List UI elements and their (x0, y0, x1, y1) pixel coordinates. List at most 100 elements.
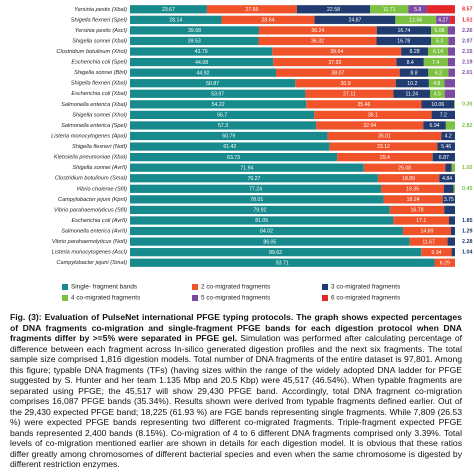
segment-value-label: 36.24 (311, 28, 324, 34)
segment-value-label: 27.66 (245, 7, 258, 13)
bar-segment (130, 237, 410, 246)
bar-segment (395, 15, 437, 24)
bar-segment (401, 47, 429, 56)
segment-value-label: 44.08 (195, 60, 208, 66)
segment-value-label: 5.8 (414, 7, 421, 13)
segment-value-label: 10.2 (407, 81, 417, 87)
legend-label: 5 co-migrated fragments (201, 295, 270, 302)
bar-segment (130, 110, 315, 119)
bar-segment (448, 47, 455, 56)
category-label: Salmonella enterica (AvrII) (61, 229, 127, 235)
bar-segment (436, 15, 451, 24)
bar-segment (316, 121, 424, 130)
segment-value-label: 4.27 (438, 18, 448, 24)
bar-segment (439, 174, 455, 183)
bar-segment (130, 36, 259, 46)
bar-segment (130, 153, 338, 162)
bar-segment (432, 153, 455, 162)
bar-segment (370, 5, 409, 14)
segment-value-label: 54.22 (212, 102, 225, 108)
category-label: Shigella flexneri (SpeI) (71, 17, 127, 23)
segment-value-label: 33.12 (377, 144, 390, 150)
category-label: Escherichia coli (SpeI) (71, 60, 127, 66)
bar-segment (428, 79, 445, 88)
category-label: Yersinia pestis (XbaI) (74, 7, 127, 13)
bar-segment (130, 26, 259, 35)
side-value-label: 1.02 (462, 165, 473, 171)
segment-value-label: 37.93 (328, 60, 341, 66)
side-value-label: 1.04 (462, 250, 473, 256)
category-label: Listeria monocytogenes (ApaI) (51, 133, 127, 139)
bar-segment (376, 36, 432, 46)
segment-value-label: 4.5 (434, 91, 441, 97)
bar-segment (428, 47, 449, 56)
segment-value-label: 76.27 (247, 176, 260, 182)
bar-segment (450, 15, 455, 24)
legend-swatch (192, 295, 198, 301)
category-label: Escherichia coli (XbaI) (71, 91, 127, 97)
bar-segment (441, 131, 455, 141)
segment-value-label: 6.94 (430, 123, 440, 129)
category-label: Shigella flexneri (NotI) (72, 144, 127, 150)
figure-caption: Fig. (3): Evaluation of PulseNet interna… (10, 312, 462, 470)
segment-value-label: 39.64 (330, 49, 343, 55)
side-value-label: 2.28 (462, 239, 473, 245)
bar-segment (381, 184, 444, 193)
bar-segment (273, 57, 397, 67)
segment-value-label: 60.79 (222, 134, 235, 140)
bar-segment (275, 68, 400, 77)
bar-segment (337, 153, 433, 162)
bar-segment (421, 248, 452, 257)
segment-value-label: 29.4 (380, 155, 390, 161)
category-label: Vibrio parahaemolyticus (NotI) (52, 239, 127, 245)
bar-segment (451, 248, 455, 257)
bar-segment (444, 89, 455, 98)
side-value-label: 2.82 (462, 123, 473, 129)
segment-value-label: 27.11 (343, 91, 356, 97)
bar-segment (396, 57, 424, 67)
segment-value-label: 36.1 (368, 113, 378, 119)
bar-segment (306, 100, 422, 109)
legend-label: 4 co-migrated fragments (71, 295, 140, 302)
bar-segment (329, 142, 438, 151)
segment-value-label: 7.2 (440, 113, 447, 119)
category-label: Shigella sonnei (AvrII) (72, 165, 127, 171)
segment-value-label: 17.1 (416, 218, 426, 224)
category-label: Vibrio cholerae (SfiI) (76, 186, 127, 192)
category-label: Clostridium botulinum (SmaI) (55, 176, 127, 182)
bar-segment (296, 5, 371, 14)
segment-value-label: 11.67 (422, 239, 435, 245)
segment-value-label: 16.78 (397, 39, 410, 45)
bar-segment (448, 36, 455, 46)
segment-value-label: 93.71 (276, 260, 289, 266)
bar-segment (427, 5, 455, 14)
segment-value-label: 81.05 (255, 218, 268, 224)
segment-value-label: 35.46 (357, 102, 370, 108)
segment-value-label: 36.32 (311, 39, 324, 45)
bar-segment (130, 184, 382, 193)
bar-segment (395, 79, 429, 88)
bar-segment (130, 89, 306, 98)
bar-segment (130, 248, 422, 257)
segment-value-label: 63.73 (227, 155, 240, 161)
bar-segment (431, 110, 455, 119)
bar-segment (130, 142, 330, 151)
bar-segment (421, 100, 455, 109)
bar-segment (130, 47, 273, 56)
side-value-label: 1.51 (462, 17, 473, 23)
bar-segment (377, 174, 440, 183)
bar-segment (130, 57, 274, 67)
bar-segment (445, 163, 452, 172)
segment-value-label: 5.08 (434, 28, 444, 34)
segment-value-label: 4.2 (445, 134, 452, 140)
legend-label: 3 co-migrated fragments (331, 284, 400, 291)
bar-segment (423, 121, 446, 130)
category-label: Campylobacter jejuni (KpnI) (58, 197, 127, 203)
chart: Yersinia pestis (XbaI) 23.67 27.66 22.58 11.… (51, 5, 473, 302)
category-label: Vibrio parahaemolyticus (SfiI) (54, 207, 127, 213)
side-value-label: 2.19 (462, 60, 473, 66)
bar-segment (408, 5, 428, 14)
bar-segment (314, 15, 396, 24)
segment-value-label: 10.06 (431, 102, 444, 108)
segment-value-label: 30.9 (340, 81, 350, 87)
